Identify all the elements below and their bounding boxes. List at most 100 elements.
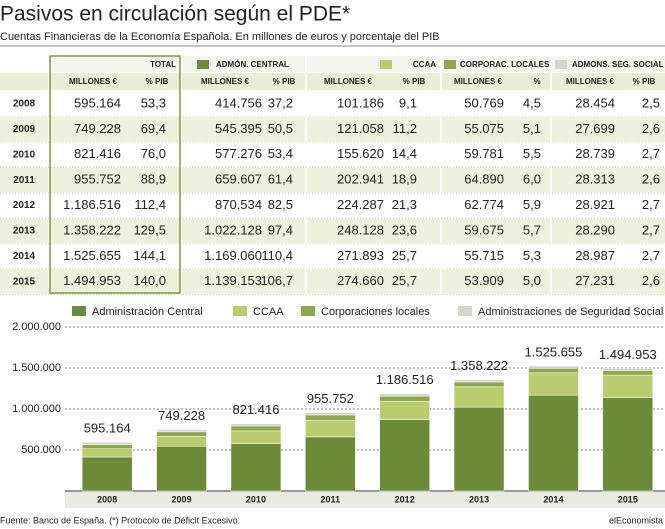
- cell: 97,4: [268, 222, 293, 237]
- row-cell: [442, 117, 550, 142]
- subheader: MILLONES €: [201, 77, 250, 86]
- row-cell: [182, 142, 305, 167]
- group-header: CORPORAC. LOCALES: [460, 60, 550, 69]
- source: Fuente: Banco de España. (*) Protocolo d…: [0, 515, 240, 525]
- x-tick-label: 2011: [321, 494, 341, 504]
- group-header: TOTAL: [150, 60, 176, 69]
- row-cell: [0, 168, 48, 193]
- row-cell: [0, 244, 48, 269]
- row-cell: [50, 244, 180, 269]
- x-tick-label: 2013: [469, 494, 489, 504]
- cell: 28.921: [575, 197, 615, 212]
- total-label: 821.416: [232, 402, 279, 417]
- row-cell: [442, 218, 550, 244]
- row-cell: [307, 168, 440, 193]
- cell: 2,7: [642, 146, 660, 161]
- bar-segment: [305, 412, 356, 416]
- year: 2012: [13, 200, 36, 211]
- year: 2014: [13, 251, 36, 262]
- total-box: [49, 55, 181, 294]
- cell: 28.454: [575, 95, 615, 110]
- cell: 2,7: [642, 248, 660, 263]
- cell: 749.228: [74, 121, 121, 136]
- bar-segment: [81, 448, 133, 458]
- row-cell: [50, 193, 180, 218]
- cell: 659.607: [215, 172, 262, 187]
- cell: 59.675: [464, 222, 504, 237]
- cell: 28.739: [575, 146, 615, 161]
- row-cell: [50, 269, 180, 294]
- x-tick-label: 2010: [246, 494, 266, 504]
- cell: 37,2: [268, 95, 293, 110]
- x-tick-label: 2014: [543, 494, 563, 504]
- x-axis-band: [65, 492, 665, 508]
- year: 2010: [13, 149, 36, 160]
- row-cell: [552, 269, 665, 294]
- cell: 5,3: [523, 248, 541, 263]
- bar-segment: [602, 374, 654, 398]
- bar-segment: [379, 395, 430, 402]
- cell: 23,6: [392, 222, 417, 237]
- cell: 18,9: [392, 172, 417, 187]
- cell: 202.941: [337, 172, 384, 187]
- cell: 2,7: [642, 222, 660, 237]
- cell: 106,7: [260, 273, 293, 288]
- row-cell: [442, 244, 550, 269]
- cell: 28.290: [575, 222, 615, 237]
- cell: 1.525.655: [63, 248, 121, 263]
- subheader-cell: [552, 73, 665, 90]
- subheader: %: [533, 77, 540, 86]
- cell: 61,4: [268, 172, 293, 187]
- row-cell: [0, 142, 48, 167]
- total-label: 595.164: [84, 421, 131, 436]
- row-cell: [0, 117, 48, 142]
- row-cell: [552, 193, 665, 218]
- x-tick-label: 2012: [395, 494, 415, 504]
- subheader-cell: [0, 73, 48, 90]
- x-tick-label: 2008: [97, 494, 117, 504]
- subheader-cell: [182, 73, 305, 90]
- bar-segment: [379, 400, 430, 420]
- title: Pasivos en circulación según el PDE*: [0, 3, 350, 26]
- row-cell: [552, 244, 665, 269]
- bar-segment: [379, 419, 430, 492]
- cell: 144,1: [133, 248, 166, 263]
- cell: 101.186: [337, 95, 384, 110]
- row-cell: [442, 269, 550, 294]
- total-label: 955.752: [307, 391, 354, 406]
- row-cell: [182, 193, 305, 218]
- bar-segment: [602, 397, 654, 492]
- subheader: MILLONES €: [69, 77, 118, 86]
- y-tick-label: 500.000: [21, 444, 61, 456]
- row-cell: [307, 269, 440, 294]
- legend-label: Corporaciones locales: [321, 306, 430, 318]
- cell: 21,3: [392, 197, 417, 212]
- cell: 140,0: [133, 273, 166, 288]
- cell: 110,4: [261, 248, 293, 263]
- bar-segment: [602, 368, 654, 371]
- cell: 62.774: [464, 197, 504, 212]
- cell: 2,6: [642, 172, 660, 187]
- bar-segment: [528, 368, 579, 374]
- row-cell: [50, 142, 180, 167]
- group-header: CCAA: [413, 60, 436, 69]
- cell: 25,7: [392, 248, 417, 263]
- row-cell: [307, 117, 440, 142]
- cell: 955.752: [74, 172, 121, 187]
- cell: 545.395: [215, 121, 262, 136]
- cell: 55.075: [464, 121, 504, 136]
- cell: 11,2: [393, 121, 417, 136]
- legend-swatch: [72, 306, 86, 316]
- x-tick-label: 2015: [618, 494, 638, 504]
- cell: 129,5: [133, 222, 166, 237]
- row-cell: [552, 91, 665, 117]
- cell: 53.909: [464, 273, 504, 288]
- cell: 224.287: [337, 197, 384, 212]
- cell: 5,9: [523, 197, 541, 212]
- row-cell: [307, 142, 440, 167]
- cell: 1.358.222: [63, 222, 121, 237]
- subheader: % PIB: [273, 77, 296, 86]
- bar-segment: [230, 423, 282, 427]
- cell: 69,4: [141, 121, 166, 136]
